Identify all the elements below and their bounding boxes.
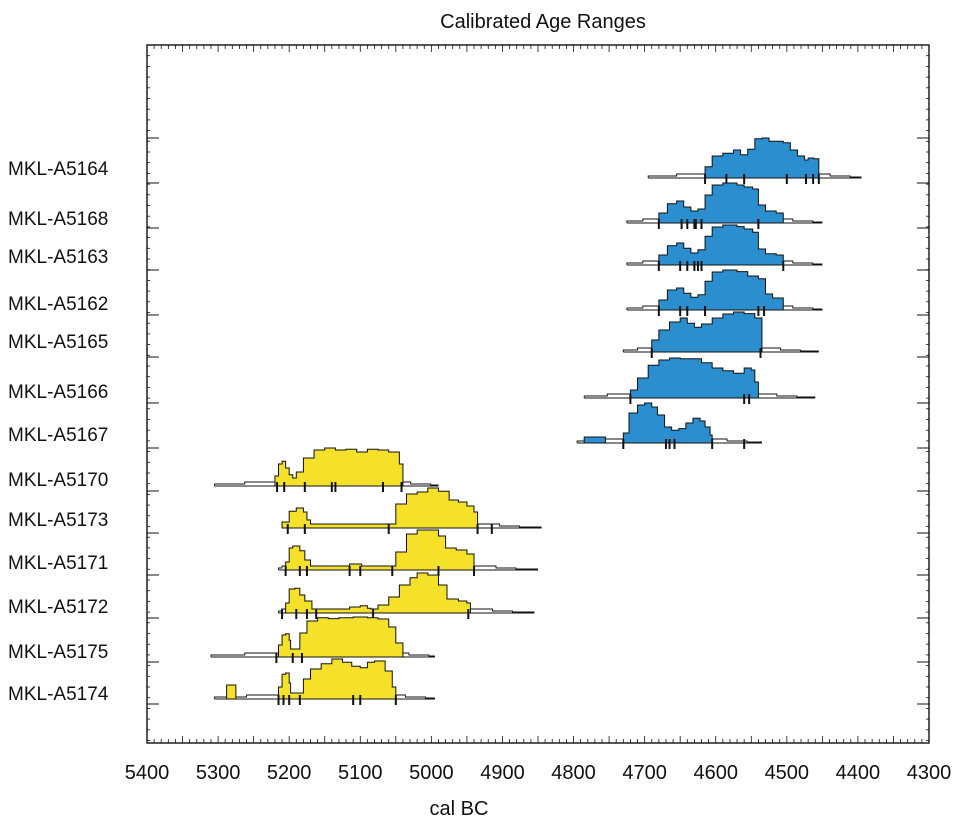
sample-row: MKL-A5172 (8, 572, 535, 619)
probability-tail (278, 565, 538, 570)
sample-label: MKL-A5174 (8, 684, 109, 705)
sample-row: MKL-A5162 (8, 269, 823, 316)
axis-minor-ticks (146, 44, 930, 743)
probability-bump (226, 684, 237, 700)
x-tick-label: 4900 (480, 762, 525, 784)
probability-tail (626, 218, 823, 223)
probability-distribution (658, 182, 784, 224)
probability-distribution (658, 224, 784, 266)
probability-tail (647, 173, 862, 178)
x-tick-label: 4500 (765, 762, 810, 784)
x-tick-label: 5000 (409, 762, 454, 784)
probability-tail (626, 305, 823, 310)
sample-row: MKL-A5170 (8, 447, 439, 492)
probability-tail (214, 481, 439, 486)
x-tick-label: 5100 (338, 762, 383, 784)
probability-bump (583, 436, 607, 444)
probability-tail (626, 260, 823, 265)
sample-label: MKL-A5164 (8, 159, 109, 180)
probability-distribution (704, 137, 820, 179)
x-tick-label: 5300 (196, 762, 241, 784)
x-tick-label: 4600 (693, 762, 738, 784)
x-axis-label: cal BC (430, 798, 489, 820)
sample-row: MKL-A5166 (8, 357, 816, 404)
chart-title: Calibrated Age Ranges (440, 11, 646, 33)
x-tick-label: 5400 (125, 762, 170, 784)
sample-row: MKL-A5167 (8, 402, 762, 449)
sample-label: MKL-A5175 (8, 642, 108, 663)
x-tick-label: 5200 (267, 762, 312, 784)
probability-tail (210, 652, 435, 657)
x-axis-tick-labels: 5400 5300 5200 5100 5000 4900 4800 4700 4600 4500… (125, 762, 952, 784)
sample-row: MKL-A5168 (8, 182, 823, 230)
probability-distribution (285, 529, 475, 571)
probability-distribution (278, 658, 397, 700)
sample-label: MKL-A5170 (8, 470, 108, 491)
probability-tail (214, 694, 435, 699)
probability-tail (583, 393, 816, 398)
sample-label: MKL-A5168 (8, 209, 108, 230)
x-tick-label: 4800 (551, 762, 596, 784)
sample-label: MKL-A5171 (8, 553, 108, 574)
sample-row: MKL-A5164 (8, 137, 862, 184)
sample-label: MKL-A5163 (8, 247, 108, 268)
probability-distribution (278, 616, 404, 658)
probability-distribution (285, 572, 471, 614)
sample-row: MKL-A5174 (8, 658, 435, 705)
probability-distribution (658, 269, 784, 311)
probability-distribution (629, 357, 759, 399)
sample-row: MKL-A5171 (8, 529, 538, 576)
sample-row: MKL-A5175 (8, 616, 435, 663)
probability-distribution (274, 447, 404, 487)
sample-label: MKL-A5162 (8, 294, 108, 315)
sample-label: MKL-A5166 (8, 382, 108, 403)
sample-label: MKL-A5165 (8, 332, 108, 353)
sample-row: MKL-A5173 (8, 487, 542, 534)
probability-distribution (622, 402, 713, 444)
sample-row: MKL-A5163 (8, 224, 823, 271)
sample-label: MKL-A5167 (8, 425, 108, 446)
sample-rows: MKL-A5164 MKL-A5168 MKL-A5163 MKL-A5162 MKL-… (8, 137, 862, 705)
x-tick-label: 4400 (836, 762, 881, 784)
plot-frame (146, 44, 930, 744)
sample-label: MKL-A5172 (8, 597, 108, 618)
sample-label: MKL-A5173 (8, 510, 108, 531)
probability-tail (622, 347, 819, 352)
sample-row: MKL-A5165 (8, 311, 819, 358)
probability-distribution (651, 311, 763, 353)
probability-distribution (281, 487, 479, 529)
x-tick-label: 4700 (622, 762, 667, 784)
x-tick-label: 4300 (907, 762, 952, 784)
